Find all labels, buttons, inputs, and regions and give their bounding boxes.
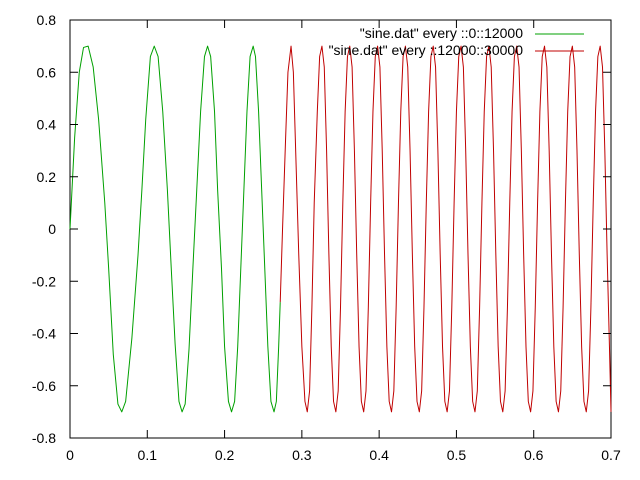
series-line-2	[279, 45, 612, 413]
y-tick-label: 0.2	[37, 169, 57, 185]
legend: "sine.dat" every ::0::12000"sine.dat" ev…	[329, 25, 584, 58]
legend-label-1: "sine.dat" every ::0::12000	[360, 25, 523, 41]
plot-area: 0 0.1 0.2 0.3 0.4 0.5 0.6 0.7 -0.8 -0.6 -0.4 -0.2 0 0…	[32, 12, 621, 463]
axis-frame	[69, 19, 612, 439]
x-tick-label: 0.4	[369, 447, 389, 463]
x-tick-label: 0.5	[447, 447, 467, 463]
x-tick-label: 0.7	[601, 447, 621, 463]
x-tick-label: 0.6	[524, 447, 544, 463]
legend-label-2: "sine.dat" every ::12000::30000	[329, 42, 524, 58]
y-tick-label: 0.4	[37, 117, 57, 133]
y-tick-label: -0.6	[32, 378, 56, 394]
x-tick-label: 0.2	[215, 447, 235, 463]
series-layer	[69, 45, 612, 413]
y-tick-label: 0.8	[37, 12, 57, 28]
series-line-1	[69, 45, 281, 413]
y-tick-label: -0.8	[32, 430, 56, 446]
y-tick-label: -0.4	[32, 326, 56, 342]
ticks-layer: 0 0.1 0.2 0.3 0.4 0.5 0.6 0.7 -0.8 -0.6 -0.4 -0.2 0 0…	[32, 12, 621, 463]
y-tick-label: 0	[48, 221, 56, 237]
y-tick-label: -0.2	[32, 273, 56, 289]
x-tick-label: 0	[66, 447, 74, 463]
x-tick-label: 0.1	[138, 447, 158, 463]
y-tick-label: 0.6	[37, 64, 57, 80]
x-tick-label: 0.3	[292, 447, 312, 463]
